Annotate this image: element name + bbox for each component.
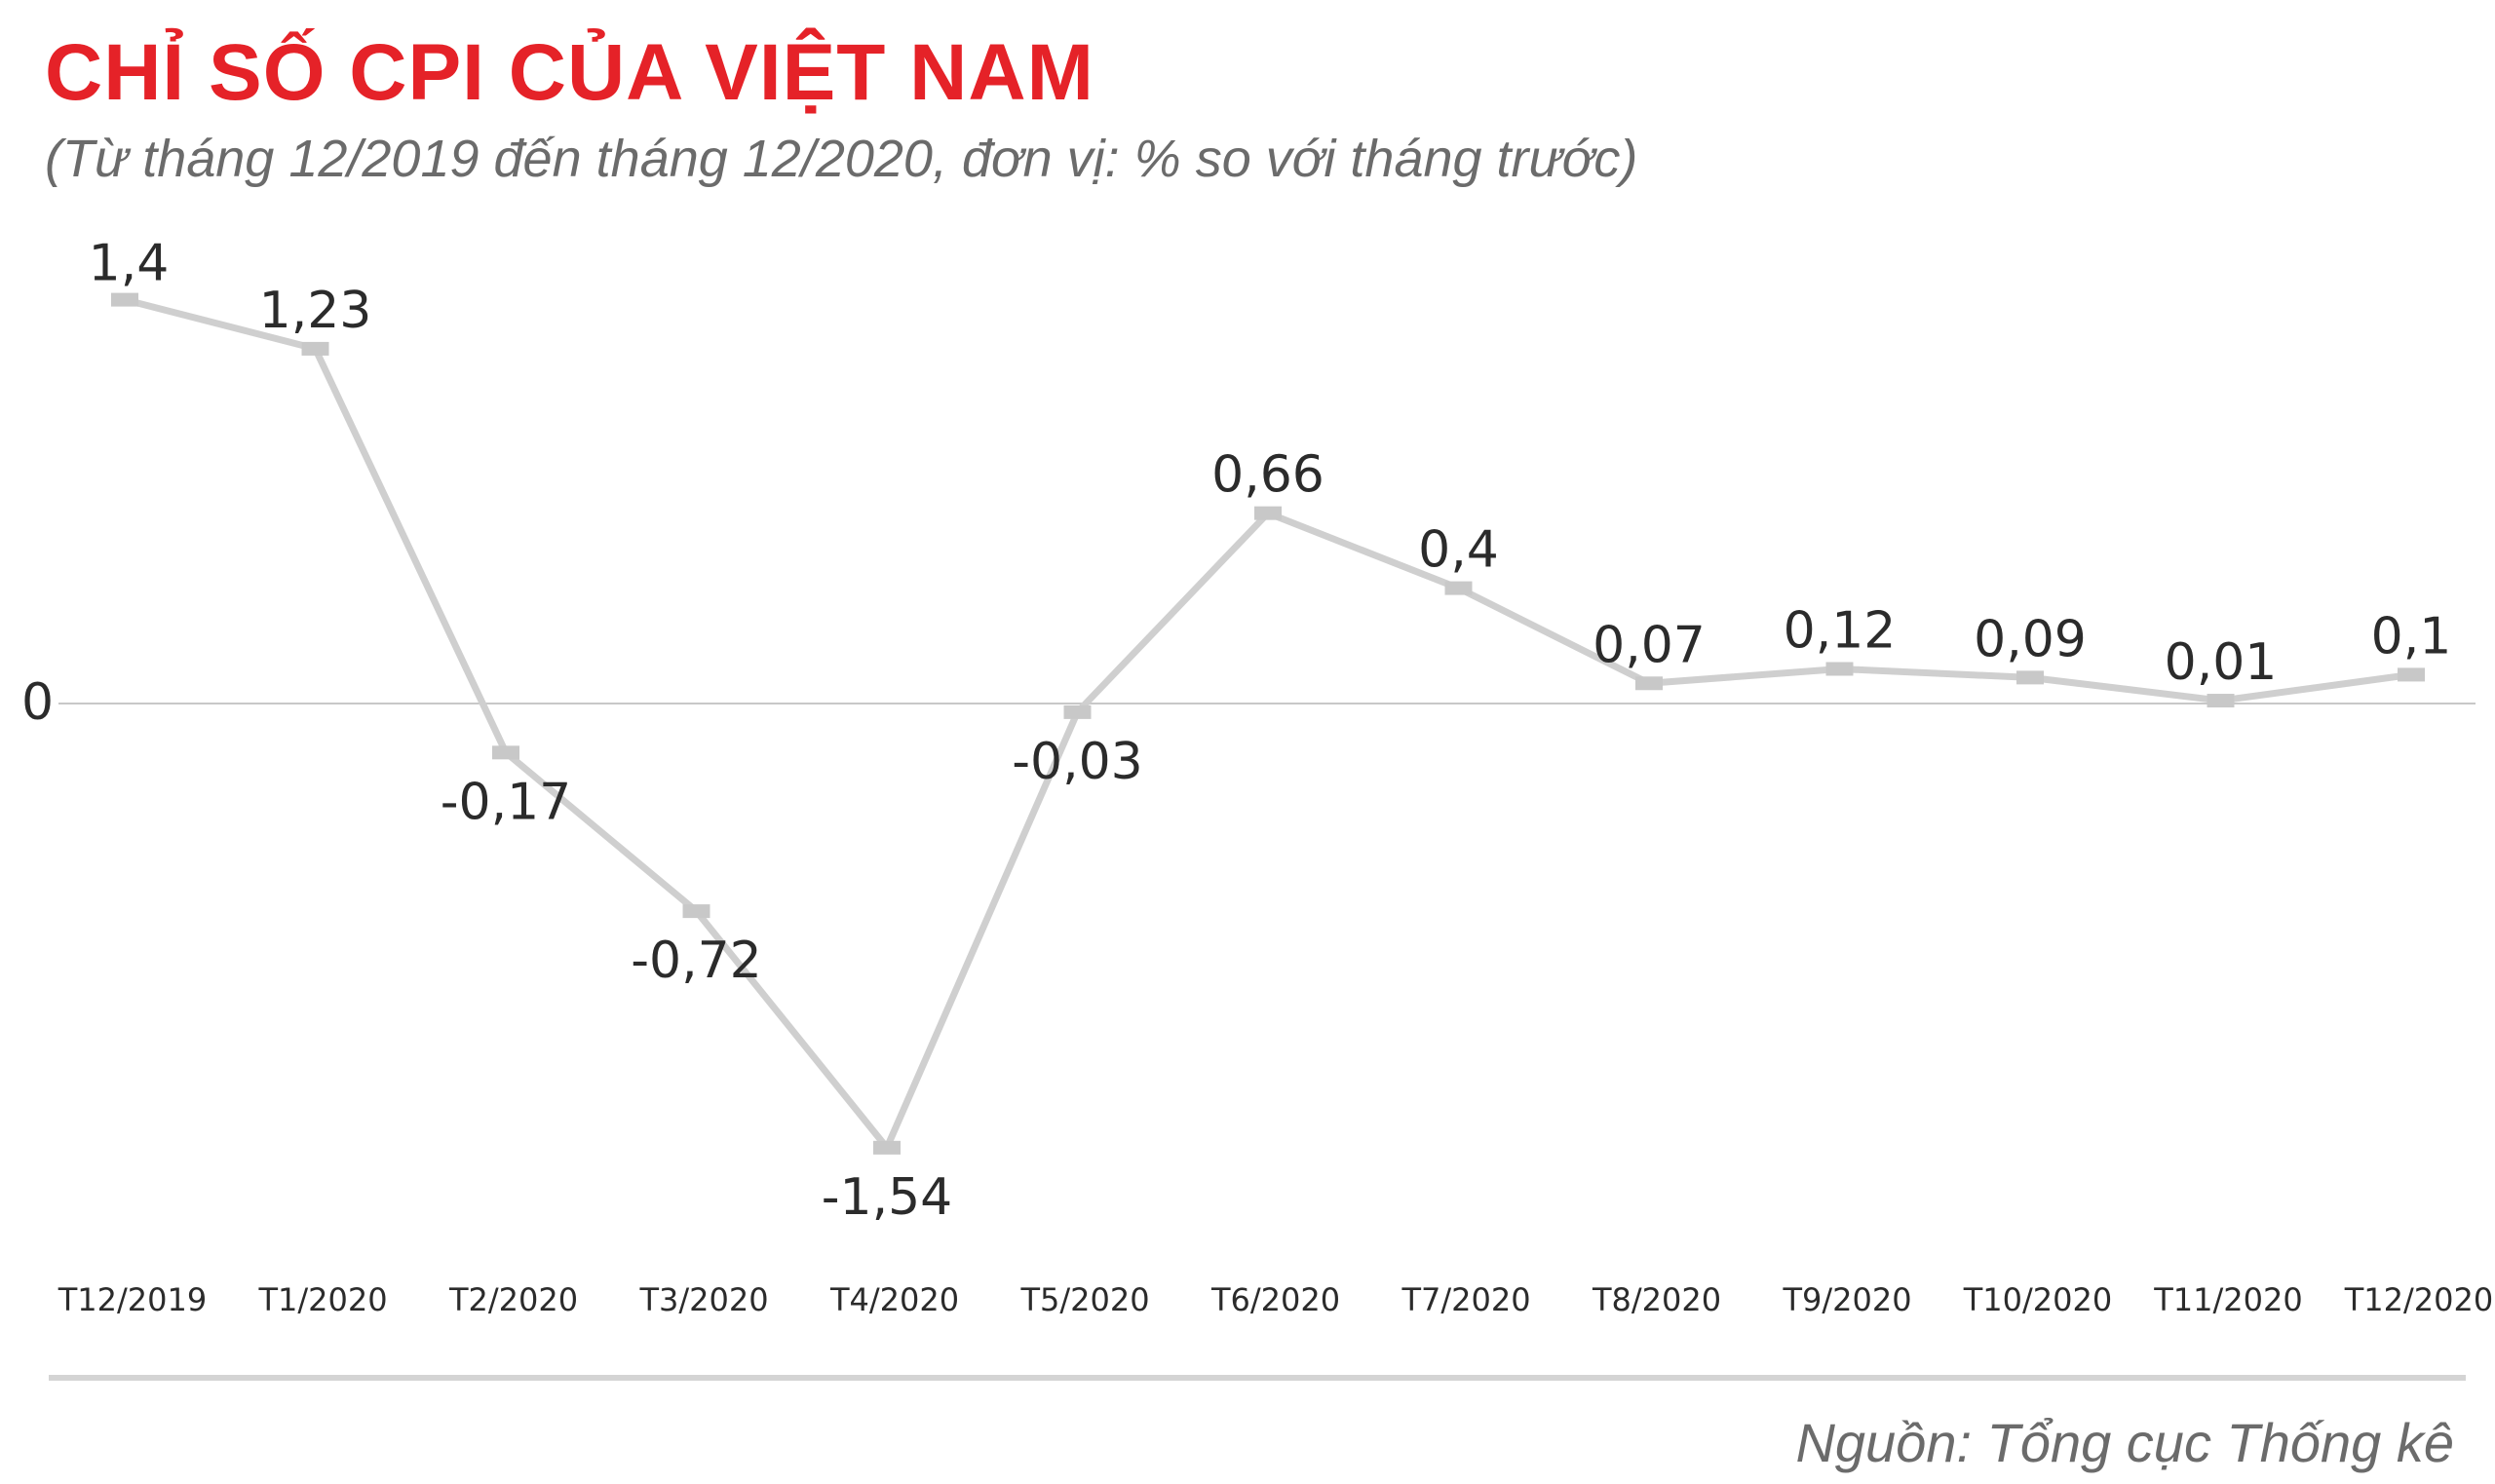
x-tick-label: T12/2020 xyxy=(2344,1281,2493,1318)
x-tick-label: T6/2020 xyxy=(1210,1281,1340,1318)
data-point-marker xyxy=(1254,506,1282,520)
data-point-marker xyxy=(2398,667,2425,682)
data-label: 0,66 xyxy=(1211,446,1324,505)
data-label: 0,01 xyxy=(2165,633,2278,692)
data-point-marker xyxy=(1825,662,1854,676)
data-labels-group: 1,4 1,23 -0,17 -0,72 -1,54 -0,03 0,66 0,4 0,07 0,… xyxy=(89,235,2452,1227)
data-label: -1,54 xyxy=(822,1168,953,1227)
footer-divider xyxy=(49,1375,2466,1381)
data-point-marker xyxy=(2207,694,2235,708)
data-point-marker xyxy=(1063,704,1092,719)
x-tick-label: T5/2020 xyxy=(1019,1281,1149,1318)
data-label: 0,1 xyxy=(2371,607,2452,666)
data-point-marker xyxy=(1635,676,1663,691)
x-tick-label: T12/2019 xyxy=(58,1281,207,1318)
x-tick-label: T4/2020 xyxy=(829,1281,959,1318)
x-tick-label: T2/2020 xyxy=(448,1281,578,1318)
baseline-group: 0 xyxy=(21,673,2476,732)
x-tick-label: T10/2020 xyxy=(1963,1281,2112,1318)
chart-subtitle: (Từ tháng 12/2019 đến tháng 12/2020, đơn… xyxy=(45,130,1638,188)
x-tick-label: T1/2020 xyxy=(257,1281,387,1318)
data-label: 0,07 xyxy=(1593,616,1706,674)
data-point-marker xyxy=(1444,581,1473,595)
data-point-marker xyxy=(492,745,519,760)
x-axis-ticks-group: T12/2019 T1/2020 T2/2020 T3/2020 T4/2020 T5/2… xyxy=(58,1281,2493,1318)
x-tick-label: T3/2020 xyxy=(638,1281,768,1318)
data-label: 1,4 xyxy=(89,235,170,293)
chart-title: CHỈ SỐ CPI CỦA VIỆT NAM xyxy=(45,28,1094,117)
data-point-marker xyxy=(873,1140,901,1155)
source-note: Nguồn: Tổng cục Thống kê xyxy=(1795,1412,2454,1473)
data-point-marker xyxy=(111,292,138,307)
markers-group xyxy=(111,292,2425,1155)
x-tick-label: T8/2020 xyxy=(1592,1281,1721,1318)
cpi-series-line xyxy=(121,296,2415,1152)
data-label: -0,17 xyxy=(441,773,572,831)
data-label: -0,03 xyxy=(1012,733,1143,791)
data-label: 1,23 xyxy=(259,282,372,340)
x-tick-label: T7/2020 xyxy=(1401,1281,1530,1318)
data-label: -0,72 xyxy=(631,932,762,990)
data-label: 0,12 xyxy=(1784,601,1897,660)
data-label: 0,09 xyxy=(1974,610,2087,668)
data-point-marker xyxy=(682,904,710,919)
x-tick-label: T11/2020 xyxy=(2153,1281,2302,1318)
series-line-group xyxy=(121,296,2415,1152)
x-tick-label: T9/2020 xyxy=(1782,1281,1911,1318)
baseline-label: 0 xyxy=(21,673,54,732)
data-point-marker xyxy=(301,341,329,356)
data-point-marker xyxy=(2016,670,2044,685)
data-label: 0,4 xyxy=(1418,521,1499,580)
